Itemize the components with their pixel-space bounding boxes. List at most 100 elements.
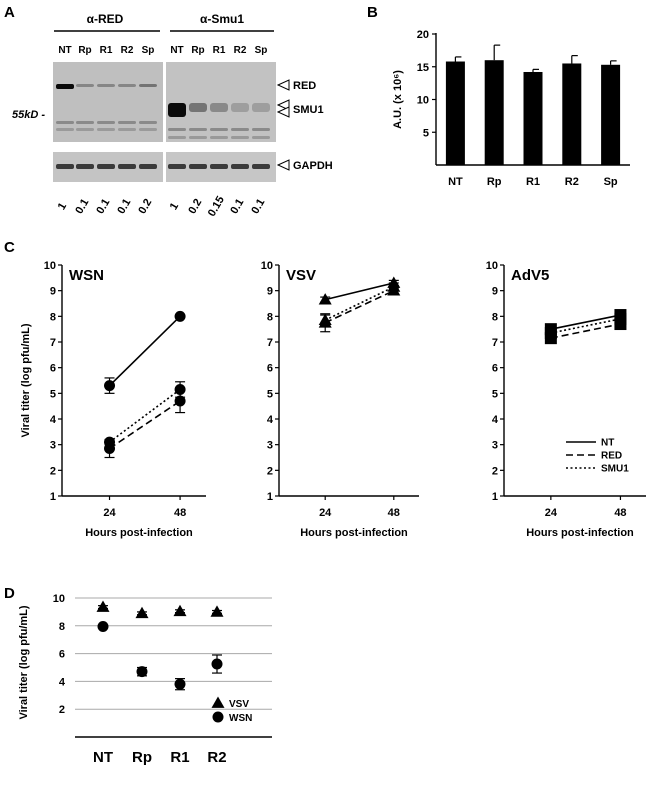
y-tick-label: 3: [267, 440, 273, 452]
ratio-label: 0.1: [115, 197, 133, 216]
nonspecific-band: [210, 136, 228, 139]
x-tick-label: 24: [103, 507, 116, 519]
series-line-nt: [108, 315, 181, 387]
red-band: [56, 84, 74, 89]
band-label-smu1: SMU1: [293, 104, 324, 116]
nonspecific-band: [139, 121, 157, 124]
bar: [562, 63, 582, 165]
x-tick-label: 48: [614, 507, 626, 519]
nonspecific-band: [168, 136, 186, 139]
western-blot: α-RED α-Smu1 NT Rp R1 R2 Sp NT Rp R1 R2 Sp 55kD -…: [12, 12, 333, 219]
blot-bands: [56, 84, 270, 169]
x-tick-label: Rp: [487, 176, 502, 188]
smu1-band: [168, 103, 186, 117]
red-band: [118, 84, 136, 87]
data-point: [614, 312, 627, 325]
x-tick-label: R1: [526, 176, 540, 188]
nonspecific-band: [210, 128, 228, 131]
y-tick-label: 9: [267, 286, 273, 298]
series-line-red: [324, 289, 395, 324]
y-tick-label: 5: [50, 388, 56, 400]
y-tick-label: 7: [492, 337, 498, 349]
gapdh-band: [189, 164, 207, 169]
y-tick-label: 6: [50, 363, 56, 375]
data-point: [174, 395, 186, 407]
gapdh-band: [168, 164, 186, 169]
chart-c-wsn: 1 2 3 4 5 6 7 8 9 10 24 48 Hours post-infection Viral…: [20, 260, 206, 539]
x-axis-title: Hours post-infection: [526, 527, 634, 539]
series-line-smu1: [324, 286, 395, 321]
lane-label: R1: [213, 45, 226, 56]
bar: [523, 71, 543, 165]
red-band: [76, 84, 94, 87]
chart-title: VSV: [286, 267, 316, 284]
gapdh-band: [97, 164, 115, 169]
ratio-label: 0.1: [94, 197, 112, 216]
lane-label: NT: [170, 45, 183, 56]
data-point-vsv: [173, 604, 187, 617]
legend-label: VSV: [229, 699, 249, 710]
x-tick-label: Sp: [604, 176, 618, 188]
y-tick-label: 1: [492, 491, 498, 503]
smu1-band: [231, 103, 249, 112]
lane-label: R1: [100, 45, 113, 56]
panel-letter-c: C: [4, 239, 15, 256]
lane-label: R2: [234, 45, 247, 56]
panel-letter-a: A: [4, 4, 15, 21]
y-tick-label: 1: [267, 491, 273, 503]
x-tick-label: NT: [93, 749, 113, 766]
nonspecific-band: [189, 128, 207, 131]
ratio-label: 0.1: [228, 197, 246, 216]
legend-label: NT: [601, 438, 614, 449]
y-tick-label: 6: [492, 363, 498, 375]
chart-title: AdV5: [511, 267, 549, 284]
y-tick-label: 3: [50, 440, 56, 452]
smu1-band: [252, 103, 270, 112]
y-tick-label: 9: [492, 286, 498, 298]
red-band: [97, 84, 115, 87]
legend-marker-vsv: [211, 696, 225, 708]
gapdh-band: [118, 164, 136, 169]
data-point-wsn: [97, 620, 109, 632]
smu1-band: [210, 103, 228, 112]
y-tick-label: 10: [417, 95, 429, 107]
ratio-label: 0.1: [73, 197, 91, 216]
y-tick-label: 4: [59, 676, 66, 688]
data-point: [318, 293, 332, 305]
chart-b-bar-chart: 5 10 15 20 A.U. (x 10⁶) NT Rp R1 R2 Sp: [392, 29, 630, 188]
data-point-wsn: [136, 666, 148, 678]
data-point-vsv: [135, 606, 149, 619]
x-tick-label: R2: [565, 176, 579, 188]
series-line-smu1: [550, 318, 621, 334]
data-point: [387, 280, 401, 292]
data-point: [104, 380, 116, 392]
y-tick-label: 2: [50, 465, 56, 477]
y-tick-label: 5: [267, 388, 273, 400]
gapdh-band: [76, 164, 94, 169]
data-point: [544, 327, 557, 340]
smu1-band-arrow-icon: [276, 99, 290, 111]
x-tick-label: 48: [174, 507, 186, 519]
lane-label: Rp: [78, 45, 91, 56]
ratio-label: 0.2: [136, 197, 154, 216]
y-tick-label: 4: [492, 414, 499, 426]
x-tick-label: Rp: [132, 749, 152, 766]
data-point-wsn: [174, 678, 186, 690]
legend-label: RED: [601, 451, 622, 462]
series-line-red: [109, 400, 181, 450]
y-tick-label: 7: [267, 337, 273, 349]
y-tick-label: 6: [267, 363, 273, 375]
x-axis-title: Hours post-infection: [300, 527, 408, 539]
ratio-label: 0.1: [249, 197, 267, 216]
x-tick-label: R1: [170, 749, 189, 766]
chart-c-vsv: 1 2 3 4 5 6 7 8 9 10 24 48 Hours post-infection VSV: [261, 260, 419, 539]
y-tick-label: 6: [59, 649, 65, 661]
y-tick-label: 4: [267, 414, 274, 426]
lane-label: R2: [121, 45, 134, 56]
smu1-band: [189, 103, 207, 112]
y-tick-label: 10: [44, 260, 56, 272]
ratio-label: 0.15: [206, 194, 227, 219]
ratio-label: 0.2: [186, 197, 204, 216]
series-line-red: [550, 323, 621, 339]
